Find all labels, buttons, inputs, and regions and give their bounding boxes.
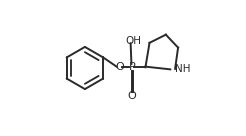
Text: O: O [127, 91, 136, 101]
Text: OH: OH [126, 36, 142, 46]
Text: O: O [115, 62, 124, 72]
Text: P: P [128, 62, 135, 72]
Text: NH: NH [175, 64, 190, 74]
